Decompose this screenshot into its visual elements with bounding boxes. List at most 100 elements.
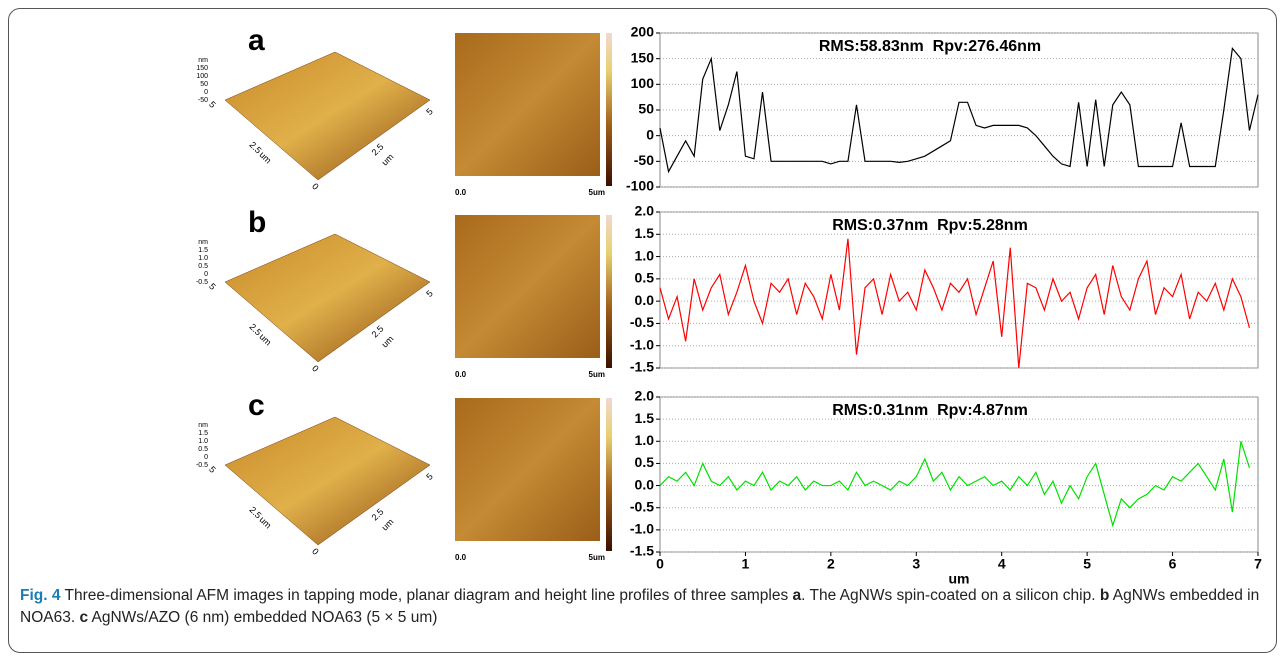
afm-planar-image (455, 33, 600, 176)
caption-label: Fig. 4 (20, 587, 61, 604)
z-axis-label: 50 (200, 81, 208, 88)
z-axis-label: nm (198, 422, 208, 429)
base-axis-label: 2.5 (370, 142, 386, 158)
profile-line (659, 441, 1251, 528)
x-axis-label: um (949, 571, 970, 585)
base-axis-label: 5 (424, 288, 435, 299)
planar-axis-label: 0.0 (455, 188, 467, 197)
base-axis-label: um (380, 334, 396, 350)
afm-planar-image (455, 215, 600, 358)
base-axis-label: 2.5 (370, 507, 386, 523)
y-tick-label: -1.5 (630, 543, 654, 559)
caption-ref: a (792, 587, 802, 604)
z-axis-label: 100 (196, 73, 208, 80)
z-axis-label: 150 (196, 65, 208, 72)
base-axis-label: 0 (310, 546, 321, 557)
base-axis-label: 0 (310, 363, 321, 374)
panel-label: c (248, 389, 265, 422)
colorbar (606, 215, 612, 368)
x-tick-label: 2 (827, 556, 835, 572)
planar-axis-label: 5um (589, 553, 605, 562)
z-axis-label: nm (198, 57, 208, 64)
z-axis-label: 1.0 (198, 255, 208, 262)
y-tick-label: 200 (631, 24, 655, 40)
base-axis-label: um (380, 152, 396, 168)
base-axis-label: 5 (207, 464, 218, 475)
y-tick-label: 1.5 (635, 410, 655, 426)
caption-text: AgNWs embedded in NOA63. (20, 587, 1260, 626)
colorbar (606, 33, 612, 186)
base-axis-label: 5 (207, 281, 218, 292)
z-axis-label: 0.5 (198, 263, 208, 270)
y-tick-label: 0 (646, 126, 654, 142)
z-axis-label: 1.0 (198, 438, 208, 445)
x-tick-label: 3 (912, 556, 920, 572)
base-axis-label: um (380, 517, 396, 533)
y-tick-label: 0.5 (635, 270, 655, 286)
profile-line (659, 238, 1251, 369)
planar-axis-label: 0.0 (455, 553, 467, 562)
z-axis-label: -50 (198, 97, 208, 104)
colorbar (606, 398, 612, 551)
base-axis-label: 5 (207, 99, 218, 110)
afm-planar-image (455, 398, 600, 541)
y-tick-label: 100 (631, 75, 655, 91)
base-axis-label: 0 (310, 181, 321, 192)
caption-text: . The AgNWs spin-coated on a silicon chi… (801, 587, 1100, 604)
z-axis-label: -0.5 (196, 279, 208, 286)
y-tick-label: 2.0 (635, 388, 655, 404)
x-tick-label: 4 (998, 556, 1006, 572)
y-tick-label: 1.0 (635, 247, 655, 263)
y-tick-label: -1.0 (630, 336, 654, 352)
annotation: RMS:0.37nm Rpv:5.28nm (832, 217, 1028, 234)
afm-3d-surface (224, 233, 431, 363)
z-axis-label: 0 (204, 271, 208, 278)
y-tick-label: 0.0 (635, 292, 655, 308)
y-tick-label: -1.0 (630, 521, 654, 537)
base-axis-label: 5 (424, 106, 435, 117)
caption: Fig. 4 Three-dimensional AFM images in t… (20, 585, 1270, 629)
z-axis-label: nm (198, 239, 208, 246)
y-tick-label: -1.5 (630, 359, 654, 375)
afm-3d-surface (224, 416, 431, 546)
y-tick-label: -0.5 (630, 314, 654, 330)
z-axis-label: 0.5 (198, 446, 208, 453)
planar-axis-label: 5um (589, 188, 605, 197)
profile-line (659, 46, 1259, 174)
planar-axis-label: 5um (589, 370, 605, 379)
y-tick-label: 2.0 (635, 203, 655, 219)
caption-ref: c (79, 609, 89, 626)
afm-3d-surface (224, 51, 431, 181)
y-tick-label: 150 (631, 49, 655, 65)
x-tick-label: 7 (1254, 556, 1262, 572)
plot-frame (659, 32, 1259, 188)
y-tick-label: -50 (634, 152, 654, 168)
y-tick-label: -100 (626, 178, 654, 194)
caption-text: AgNWs/AZO (6 nm) embedded NOA63 (5 × 5 u… (88, 609, 438, 626)
figure-frame (8, 8, 1277, 653)
planar-axis-label: 0.0 (455, 370, 467, 379)
caption-ref: b (1099, 587, 1110, 604)
base-axis-label: 5 (424, 471, 435, 482)
z-axis-label: 0 (204, 89, 208, 96)
z-axis-label: 1.5 (198, 430, 208, 437)
z-axis-label: -0.5 (196, 462, 208, 469)
annotation: RMS:58.83nm Rpv:276.46nm (819, 38, 1041, 55)
z-axis-label: 0 (204, 454, 208, 461)
x-tick-label: 5 (1083, 556, 1091, 572)
y-tick-label: 1.0 (635, 432, 655, 448)
plot-frame (659, 211, 1259, 369)
panel-label: a (248, 24, 265, 57)
base-axis-label: 2.5 (370, 324, 386, 340)
y-tick-label: 1.5 (635, 225, 655, 241)
z-axis-label: 1.5 (198, 247, 208, 254)
x-tick-label: 6 (1169, 556, 1177, 572)
y-tick-label: -0.5 (630, 498, 654, 514)
plot-frame (659, 396, 1259, 553)
y-tick-label: 50 (638, 101, 654, 117)
y-tick-label: 0.5 (635, 454, 655, 470)
annotation: RMS:0.31nm Rpv:4.87nm (832, 402, 1028, 419)
caption-text: Three-dimensional AFM images in tapping … (60, 587, 793, 604)
x-tick-label: 1 (742, 556, 750, 572)
